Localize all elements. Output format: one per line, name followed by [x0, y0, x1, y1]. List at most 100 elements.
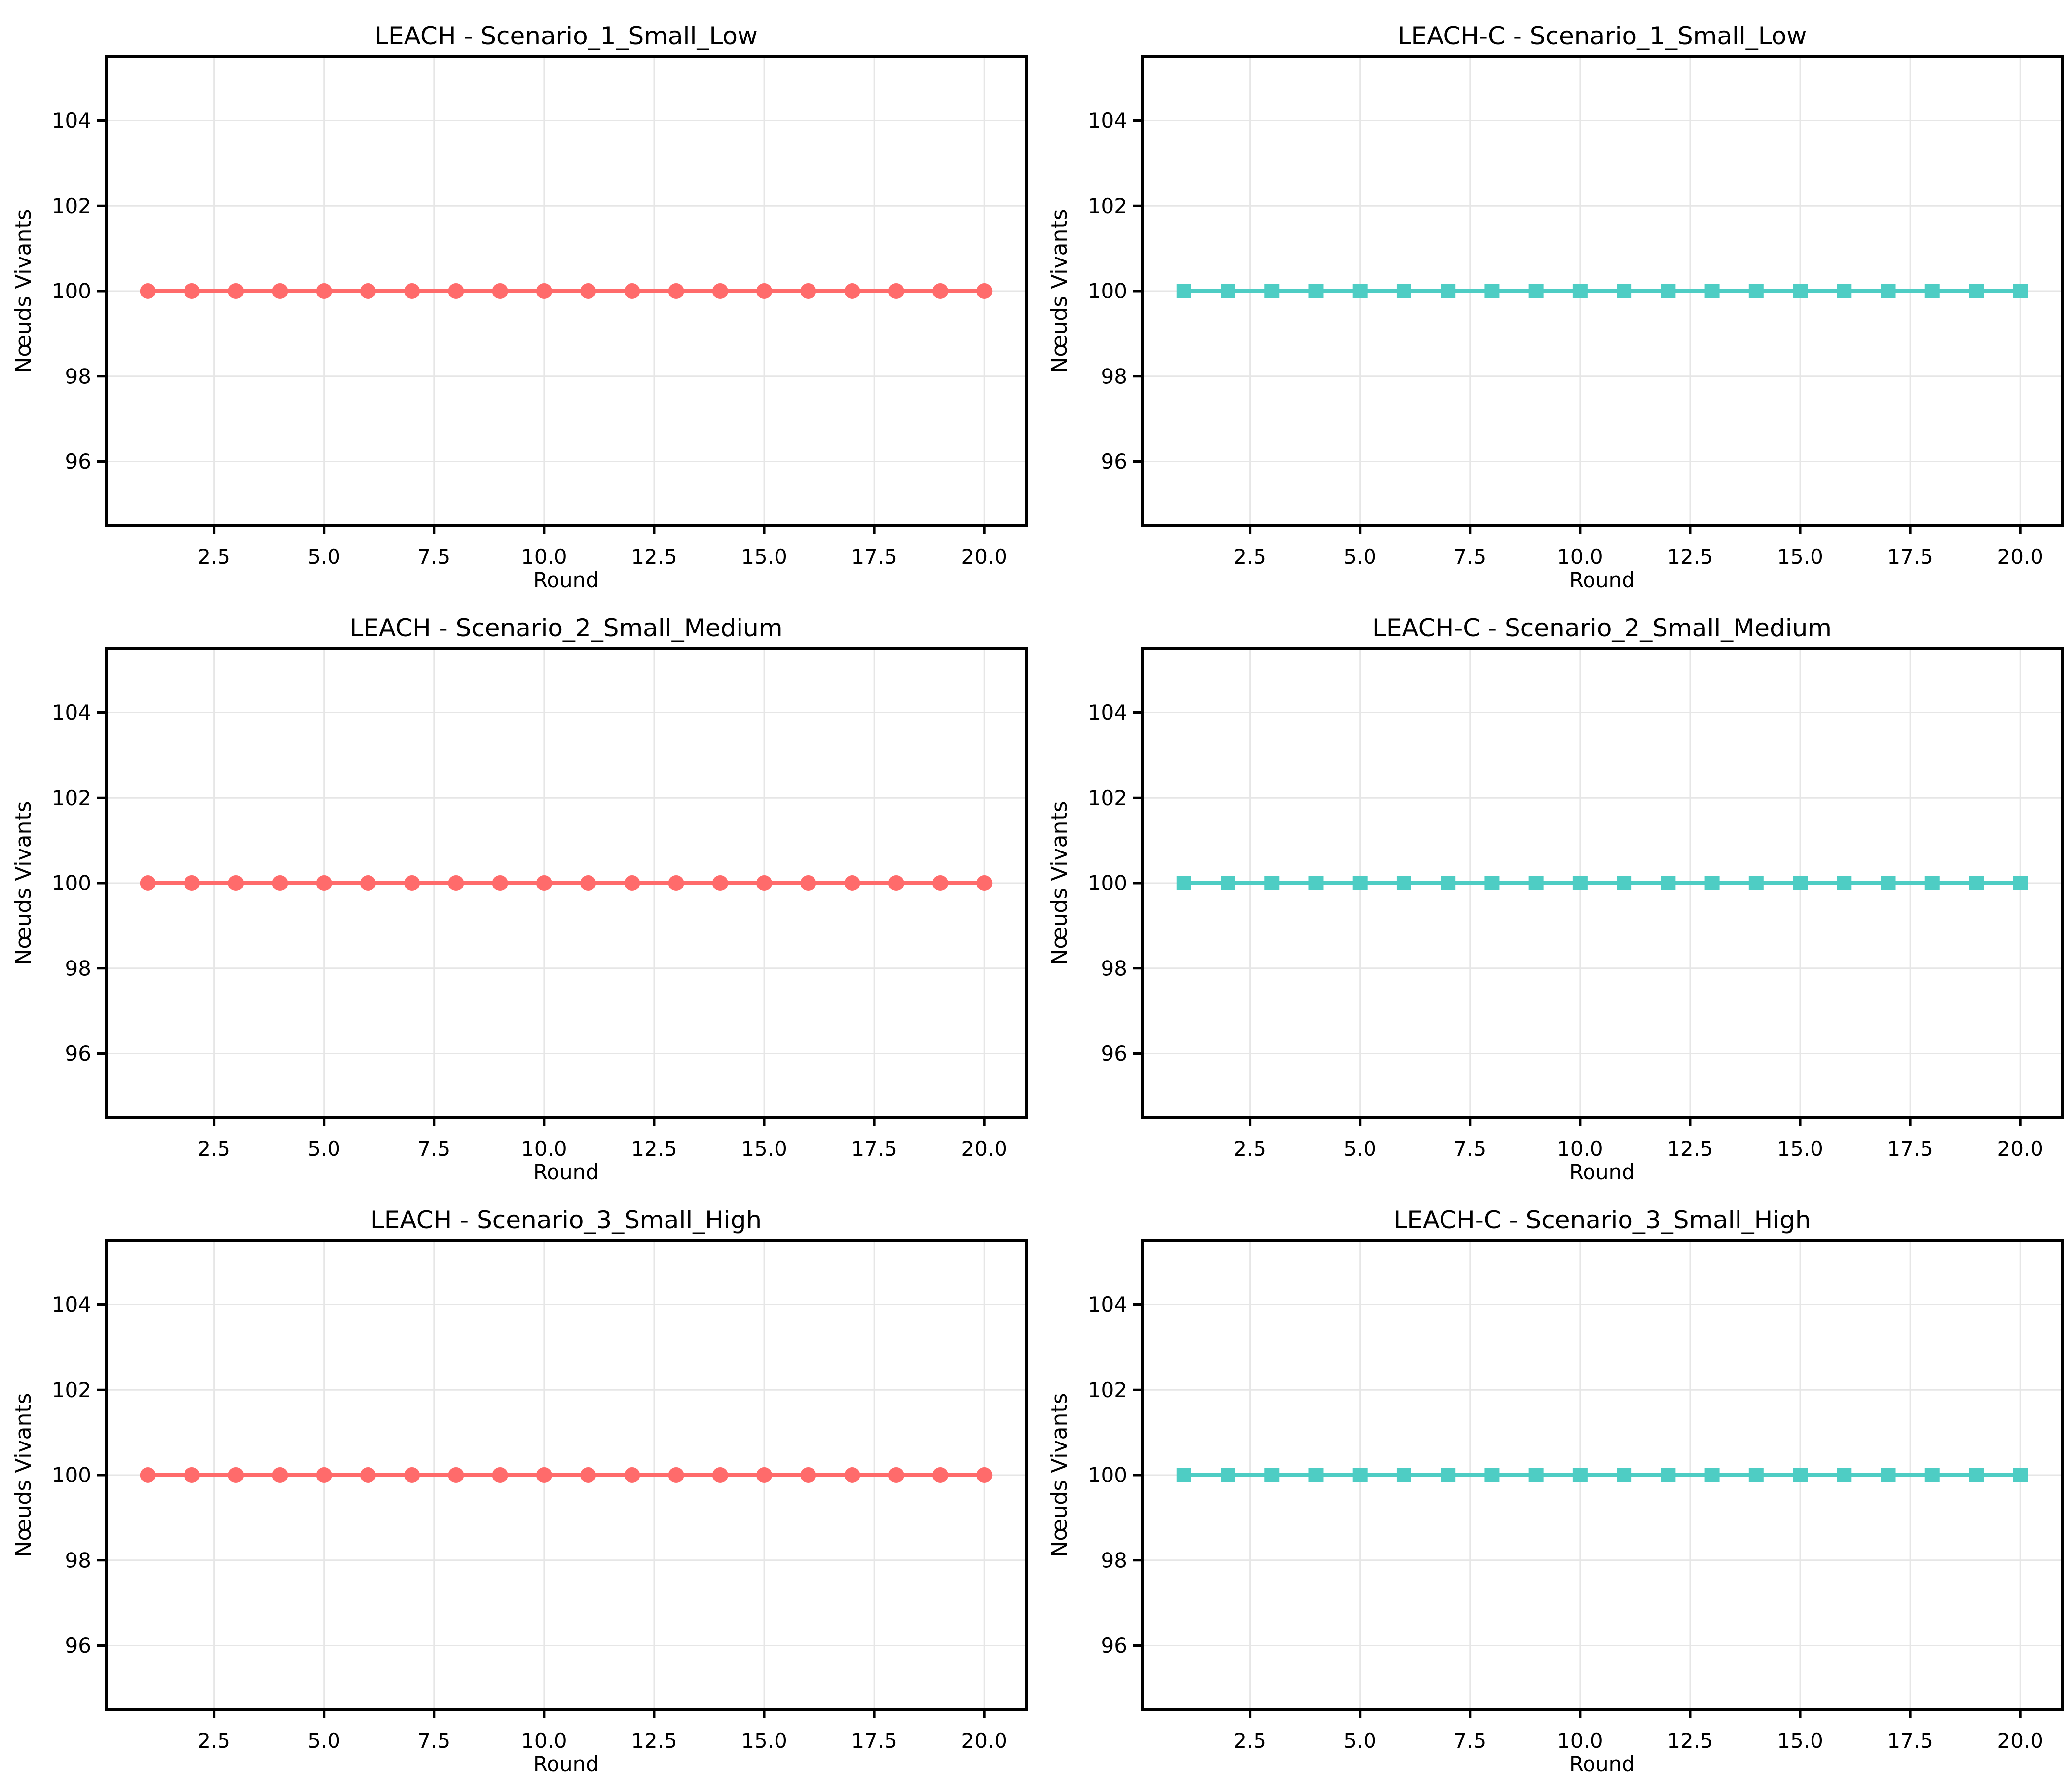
- data-point-marker: [1968, 1468, 1984, 1482]
- data-point-marker: [1221, 284, 1236, 298]
- y-axis-tick-label: 98: [65, 364, 91, 388]
- data-point-marker: [976, 1467, 993, 1483]
- y-axis-tick-label: 100: [1088, 1463, 1127, 1487]
- x-axis-tick-label: 15.0: [1777, 1729, 1823, 1753]
- data-point-marker: [888, 283, 904, 299]
- data-point-marker: [1308, 284, 1324, 298]
- data-point-marker: [404, 1467, 420, 1483]
- x-axis-tick-label: 17.5: [1887, 1729, 1933, 1753]
- data-point-marker: [228, 1467, 244, 1483]
- x-axis-tick-label: 10.0: [1557, 545, 1603, 569]
- y-axis-tick-label: 102: [1088, 194, 1127, 218]
- data-point-marker: [1221, 876, 1236, 890]
- x-axis-label: Round: [1569, 1160, 1635, 1184]
- data-point-marker: [536, 1467, 552, 1483]
- chart-svg: 2.5 5.0 7.5 10.0 12.5 15.0 17.5 20.0 96 98 100 102 1…: [1036, 1184, 2072, 1776]
- x-axis-tick-label: 2.5: [1233, 545, 1266, 569]
- data-point-marker: [1352, 1468, 1368, 1482]
- y-axis-tick-label: 102: [1088, 786, 1127, 810]
- data-point-marker: [1176, 876, 1191, 890]
- y-axis-label: Nœuds Vivants: [1047, 801, 1072, 965]
- y-axis-tick-label: 102: [52, 786, 91, 810]
- data-point-marker: [932, 1467, 948, 1483]
- data-point-marker: [1441, 876, 1456, 890]
- chart-svg: 2.5 5.0 7.5 10.0 12.5 15.0 17.5 20.0 96 98 100 102 1…: [1036, 0, 2072, 592]
- plot-frame: [1141, 647, 2064, 1119]
- y-axis-tick-label: 104: [52, 1293, 91, 1317]
- subplot-leach-c-scenario-2: 2.5 5.0 7.5 10.0 12.5 15.0 17.5 20.0 96 98 100 102 1…: [1036, 592, 2072, 1184]
- data-point-marker: [712, 283, 728, 299]
- data-point-marker: [1704, 1468, 1720, 1482]
- data-point-marker: [404, 875, 420, 891]
- x-axis-tick-label: 10.0: [521, 1137, 567, 1161]
- y-axis-tick-label: 98: [65, 1548, 91, 1572]
- data-point-marker: [448, 875, 464, 891]
- y-axis-tick-label: 96: [65, 1041, 91, 1066]
- chart-background: [0, 592, 1036, 1184]
- data-point-marker: [184, 1467, 200, 1483]
- plot-frame: [1141, 55, 2064, 527]
- chart-background: [0, 0, 1036, 592]
- data-point-marker: [1793, 284, 1808, 298]
- chart-svg: 2.5 5.0 7.5 10.0 12.5 15.0 17.5 20.0 96 98 100 102 1…: [0, 1184, 1036, 1776]
- chart-background: [0, 1184, 1036, 1776]
- data-point-marker: [1837, 876, 1852, 890]
- x-axis-tick-label: 2.5: [197, 1729, 230, 1753]
- data-point-marker: [624, 1467, 640, 1483]
- data-point-marker: [2013, 1468, 2028, 1482]
- x-axis-tick-label: 12.5: [1667, 1137, 1713, 1161]
- data-point-marker: [492, 1467, 508, 1483]
- y-axis-tick-label: 100: [52, 871, 91, 895]
- data-point-marker: [140, 283, 156, 299]
- data-point-marker: [1617, 1468, 1632, 1482]
- data-point-marker: [1837, 284, 1852, 298]
- data-point-marker: [360, 875, 376, 891]
- data-point-marker: [932, 875, 948, 891]
- x-axis-tick-label: 5.0: [1343, 1137, 1376, 1161]
- x-axis-tick-label: 15.0: [741, 545, 787, 569]
- y-axis-tick-label: 98: [65, 956, 91, 980]
- data-point-marker: [580, 283, 596, 299]
- x-axis-tick-label: 7.5: [417, 1729, 450, 1753]
- x-axis-tick-label: 17.5: [851, 1729, 897, 1753]
- data-point-marker: [492, 283, 508, 299]
- chart-background: [1036, 592, 2072, 1184]
- y-axis-label: Nœuds Vivants: [1047, 209, 1072, 373]
- x-axis-tick-label: 7.5: [1453, 1729, 1486, 1753]
- y-axis-label: Nœuds Vivants: [11, 801, 36, 965]
- data-point-marker: [1837, 1468, 1852, 1482]
- y-axis-tick-label: 100: [1088, 279, 1127, 303]
- data-point-marker: [184, 875, 200, 891]
- y-axis-tick-label: 104: [52, 109, 91, 133]
- y-axis-tick-label: 98: [1101, 956, 1127, 980]
- data-point-marker: [668, 1467, 684, 1483]
- x-axis-tick-label: 10.0: [521, 1729, 567, 1753]
- chart-svg: 2.5 5.0 7.5 10.0 12.5 15.0 17.5 20.0 96 98 100 102 1…: [1036, 592, 2072, 1184]
- data-point-marker: [1881, 284, 1896, 298]
- data-point-marker: [228, 283, 244, 299]
- x-axis-tick-label: 12.5: [631, 545, 677, 569]
- x-axis-tick-label: 15.0: [741, 1729, 787, 1753]
- data-point-marker: [1924, 284, 1940, 298]
- x-axis-label: Round: [533, 568, 599, 592]
- data-point-marker: [800, 1467, 816, 1483]
- x-axis-tick-label: 2.5: [197, 1137, 230, 1161]
- data-point-marker: [360, 1467, 376, 1483]
- data-point-marker: [404, 283, 420, 299]
- x-axis-tick-label: 2.5: [1233, 1729, 1266, 1753]
- y-axis-label: Nœuds Vivants: [11, 1393, 36, 1557]
- data-point-marker: [756, 875, 773, 891]
- data-point-marker: [932, 283, 948, 299]
- data-point-marker: [316, 1467, 332, 1483]
- data-point-marker: [1748, 1468, 1764, 1482]
- data-point-marker: [1572, 284, 1588, 298]
- x-axis-tick-label: 17.5: [1887, 1137, 1933, 1161]
- x-axis-tick-label: 15.0: [1777, 1137, 1823, 1161]
- chart-title: LEACH - Scenario_3_Small_High: [370, 1206, 762, 1234]
- data-point-marker: [140, 875, 156, 891]
- x-axis-tick-label: 20.0: [961, 1137, 1007, 1161]
- data-point-marker: [448, 283, 464, 299]
- data-point-marker: [316, 875, 332, 891]
- chart-title: LEACH-C - Scenario_3_Small_High: [1393, 1206, 1811, 1234]
- y-axis-tick-label: 104: [1088, 701, 1127, 725]
